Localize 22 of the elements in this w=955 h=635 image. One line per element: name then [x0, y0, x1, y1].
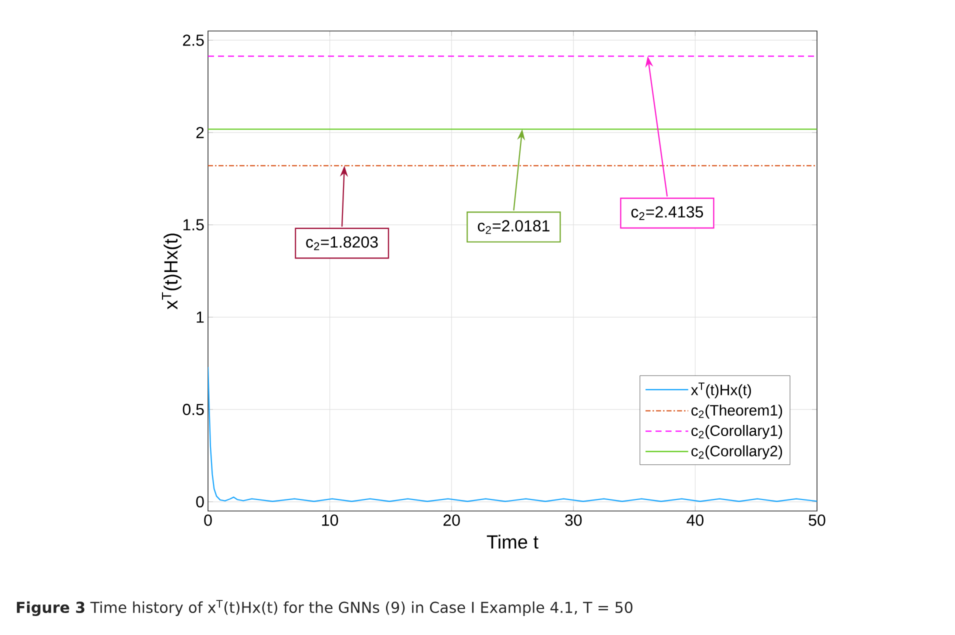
y-tick-label: 2 — [196, 126, 204, 138]
x-tick-label: 40 — [686, 514, 704, 526]
x-tick-label: 20 — [444, 514, 460, 526]
y-tick-label: 1.5 — [183, 219, 204, 230]
annotation: c$_{2}$=2.0181 — [478, 220, 550, 234]
x-axis-title: Time t — [486, 534, 538, 549]
annotation: c$_{2}$=2.4135 — [631, 206, 704, 220]
legend-label: c$_{2}$(Corollary2) — [691, 445, 782, 460]
legend-label: c$_{2}$(Corollary1) — [691, 424, 782, 439]
y-axis-title: x$^{T}$(t)Hx(t) — [162, 234, 182, 310]
annotation: c$_{2}$=1.8203 — [306, 236, 378, 250]
y-tick-label: 0.5 — [182, 404, 204, 416]
y-tick-label: 0 — [196, 496, 204, 508]
x-tick-label: 10 — [322, 514, 338, 526]
x-tick-label: 50 — [808, 514, 826, 526]
legend-label: c$_{2}$(Theorem1) — [691, 404, 782, 419]
y-tick-label: 1 — [196, 312, 204, 323]
x-tick-label: 0 — [204, 514, 212, 526]
legend-label: x$^{T}$(t)Hx(t) — [690, 382, 751, 398]
y-tick-label: 2.5 — [183, 34, 204, 46]
x-tick-label: 30 — [565, 514, 582, 526]
text: Figure 3 Time history of x$^{T}$(t)Hx(t) for the GNNs (9) in Case I Example 4.1, T = 50 — [16, 600, 632, 616]
